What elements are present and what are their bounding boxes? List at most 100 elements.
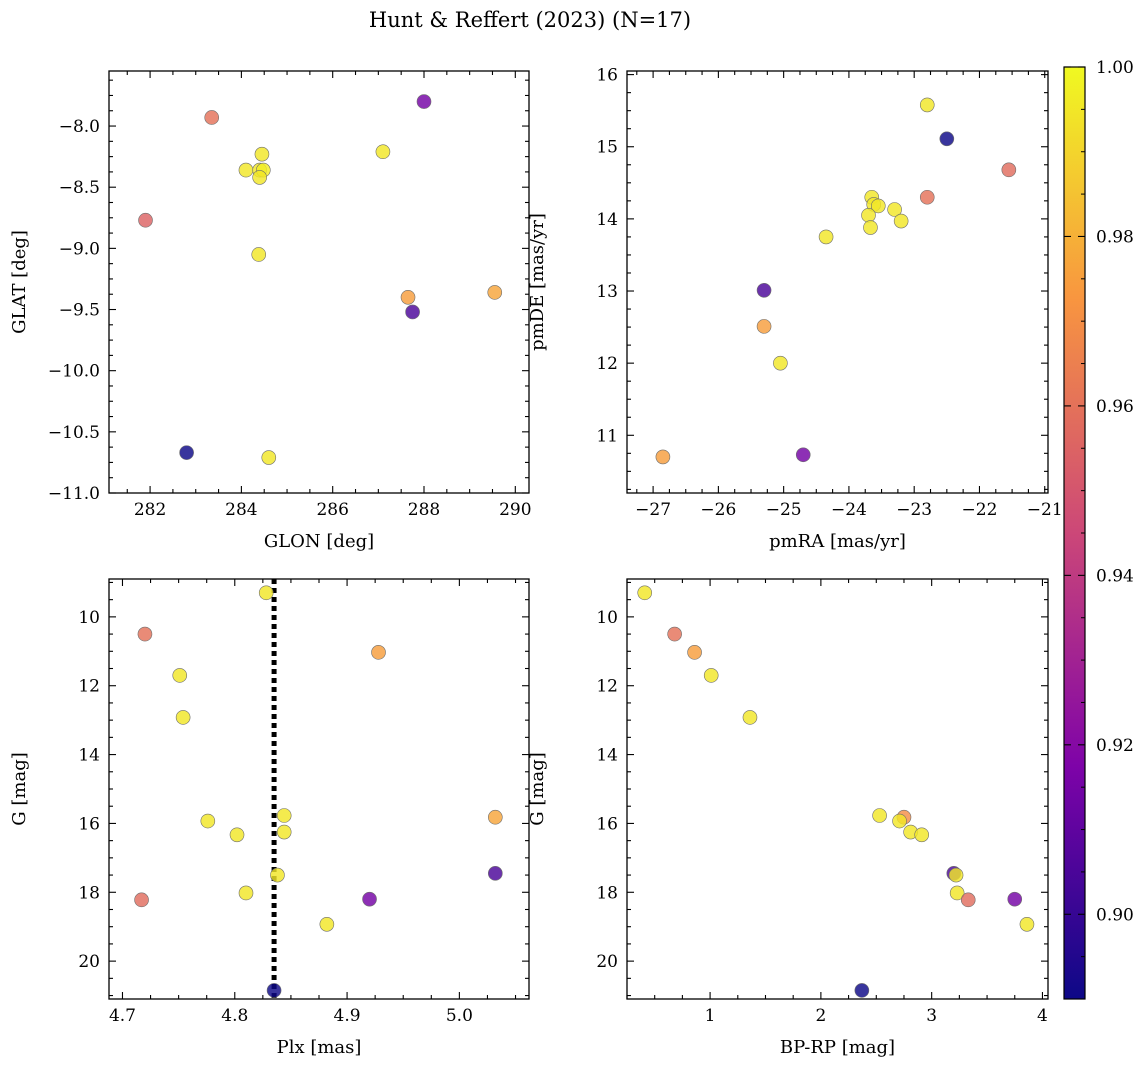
scatter-point <box>667 626 682 642</box>
scatter-point <box>258 585 274 601</box>
scatter-point <box>488 809 503 825</box>
scatter-point <box>742 710 758 725</box>
scatter-point <box>276 824 292 840</box>
colorbar-tick-label: 0.96 <box>1096 397 1134 417</box>
scatter-point <box>179 445 194 460</box>
y-tick-label: 16 <box>596 814 618 834</box>
scatter-point <box>756 319 772 334</box>
scatter-point <box>251 247 267 262</box>
y-axis-label: pmDE [mas/yr] <box>527 213 548 351</box>
scatter-point <box>887 202 902 217</box>
scatter-point <box>861 207 876 223</box>
scatter-point <box>1019 916 1035 932</box>
x-tick-label: −23 <box>896 500 932 520</box>
scatter-point <box>863 220 878 235</box>
scatter-point <box>795 447 811 463</box>
y-tick-label: −10.5 <box>48 423 100 443</box>
y-tick-label: 14 <box>596 210 618 230</box>
y-tick-label: 14 <box>596 746 618 766</box>
x-tick-label: 288 <box>408 500 440 520</box>
scatter-point <box>261 450 277 465</box>
panel-parallax-magnitude: 4.7 4.8 4.9 5.0 10 12 14 16 18 20 Plx [mas] G [mag] <box>9 578 530 1058</box>
scatter-point <box>175 710 191 725</box>
scatter-point <box>488 866 503 881</box>
scatter-point <box>371 645 386 660</box>
y-axis-label: GLAT [deg] <box>9 230 30 334</box>
scatter-point <box>687 645 702 660</box>
y-tick-label: 10 <box>78 608 100 628</box>
plot-frame <box>626 70 1049 494</box>
scatter-point <box>266 983 282 998</box>
y-tick-label: 11 <box>596 426 618 446</box>
scatter-point <box>238 162 254 178</box>
scatter-point <box>914 827 930 843</box>
scatter-point <box>655 449 671 465</box>
scatter-point <box>703 668 719 683</box>
colorbar-tick-label: 0.98 <box>1096 227 1134 247</box>
y-tick-label: 12 <box>596 354 618 374</box>
plot-frame <box>626 578 1049 1000</box>
y-tick-label: 16 <box>596 66 618 86</box>
y-tick-label: 20 <box>596 952 618 972</box>
scatter-point <box>229 827 245 843</box>
panel-proper-motion: −27 −26 −25 −24 −23 −22 −21 11 12 13 14 15 16 pmRA [m… <box>527 66 1063 552</box>
x-tick-label: 284 <box>225 500 257 520</box>
colorbar-gradient <box>1064 67 1085 999</box>
colorbar-tick-label: 0.94 <box>1096 566 1134 586</box>
scatter-point <box>137 626 153 642</box>
scatter-point <box>276 808 292 823</box>
scatter-point <box>134 892 149 908</box>
x-tick-label: 3 <box>926 1006 937 1026</box>
y-tick-label: −9.0 <box>59 239 100 259</box>
y-tick-label: 13 <box>596 282 618 302</box>
scatter-point <box>949 885 965 901</box>
y-tick-label: 18 <box>596 883 618 903</box>
x-axis-label: pmRA [mas/yr] <box>769 531 906 552</box>
x-tick-label: 4.9 <box>334 1006 361 1026</box>
scatter-point <box>204 110 220 125</box>
x-tick-label: −22 <box>962 500 998 520</box>
y-tick-label: −9.5 <box>59 301 100 321</box>
figure-title: Hunt & Reffert (2023) (N=17) <box>369 8 691 32</box>
scatter-point <box>270 867 285 883</box>
x-tick-label: 5.0 <box>446 1006 473 1026</box>
scatter-point <box>138 212 153 228</box>
scatter-point <box>238 885 254 901</box>
scatter-point <box>870 198 886 214</box>
y-tick-label: 14 <box>78 746 100 766</box>
scatter-point <box>416 94 432 109</box>
colorbar-tick-label: 0.90 <box>1096 905 1134 925</box>
scatter-point <box>919 97 935 113</box>
scatter-point <box>637 585 653 601</box>
scatter-point <box>960 892 976 908</box>
scatter-point <box>854 983 870 998</box>
x-tick-label: 1 <box>705 1006 716 1026</box>
scatter-point <box>872 808 887 823</box>
x-axis-label: GLON [deg] <box>264 531 374 552</box>
x-tick-label: −26 <box>700 500 736 520</box>
y-tick-label: 12 <box>596 677 618 697</box>
y-tick-label: 10 <box>596 608 618 628</box>
x-axis-label: Plx [mas] <box>277 1037 362 1058</box>
scatter-point <box>362 891 377 907</box>
y-tick-label: 12 <box>78 677 100 697</box>
x-tick-label: 4.8 <box>221 1006 248 1026</box>
scatter-point <box>252 170 267 185</box>
scatter-point <box>254 146 270 162</box>
x-axis-label: BP-RP [mag] <box>780 1037 895 1058</box>
scatter-point <box>818 229 834 245</box>
colorbar-tick-label: 1.00 <box>1096 58 1134 78</box>
plot-frame <box>108 70 530 494</box>
scatter-point <box>756 282 772 298</box>
scatter-point <box>400 289 416 305</box>
x-tick-label: 290 <box>499 500 531 520</box>
y-axis-label: G [mag] <box>9 752 30 825</box>
colorbar-tick-label: 0.92 <box>1096 736 1134 756</box>
y-tick-label: −8.0 <box>59 117 100 137</box>
scatter-point <box>200 813 216 829</box>
y-tick-label: −10.0 <box>48 362 100 382</box>
scatter-point <box>172 668 188 683</box>
y-tick-label: 18 <box>78 883 100 903</box>
y-axis-label: G [mag] <box>527 752 548 825</box>
